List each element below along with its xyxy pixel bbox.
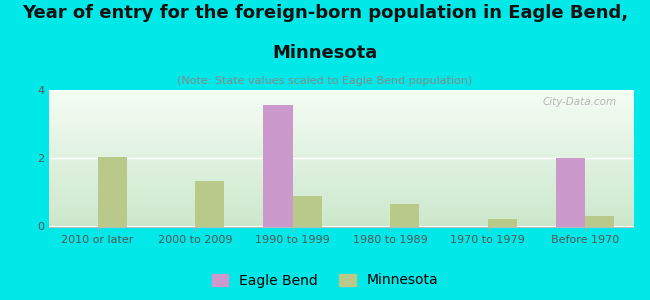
Text: City-Data.com: City-Data.com: [542, 97, 616, 107]
Text: Minnesota: Minnesota: [272, 44, 378, 62]
Bar: [390, 204, 419, 226]
Bar: [585, 216, 614, 226]
Bar: [292, 196, 322, 226]
Bar: [98, 157, 127, 226]
Text: Year of entry for the foreign-born population in Eagle Bend,: Year of entry for the foreign-born popul…: [22, 4, 628, 22]
Text: (Note: State values scaled to Eagle Bend population): (Note: State values scaled to Eagle Bend…: [177, 76, 473, 86]
Bar: [195, 182, 224, 226]
Bar: [263, 105, 292, 226]
Bar: [556, 158, 585, 226]
Legend: Eagle Bend, Minnesota: Eagle Bend, Minnesota: [206, 268, 444, 293]
Bar: [488, 219, 517, 226]
